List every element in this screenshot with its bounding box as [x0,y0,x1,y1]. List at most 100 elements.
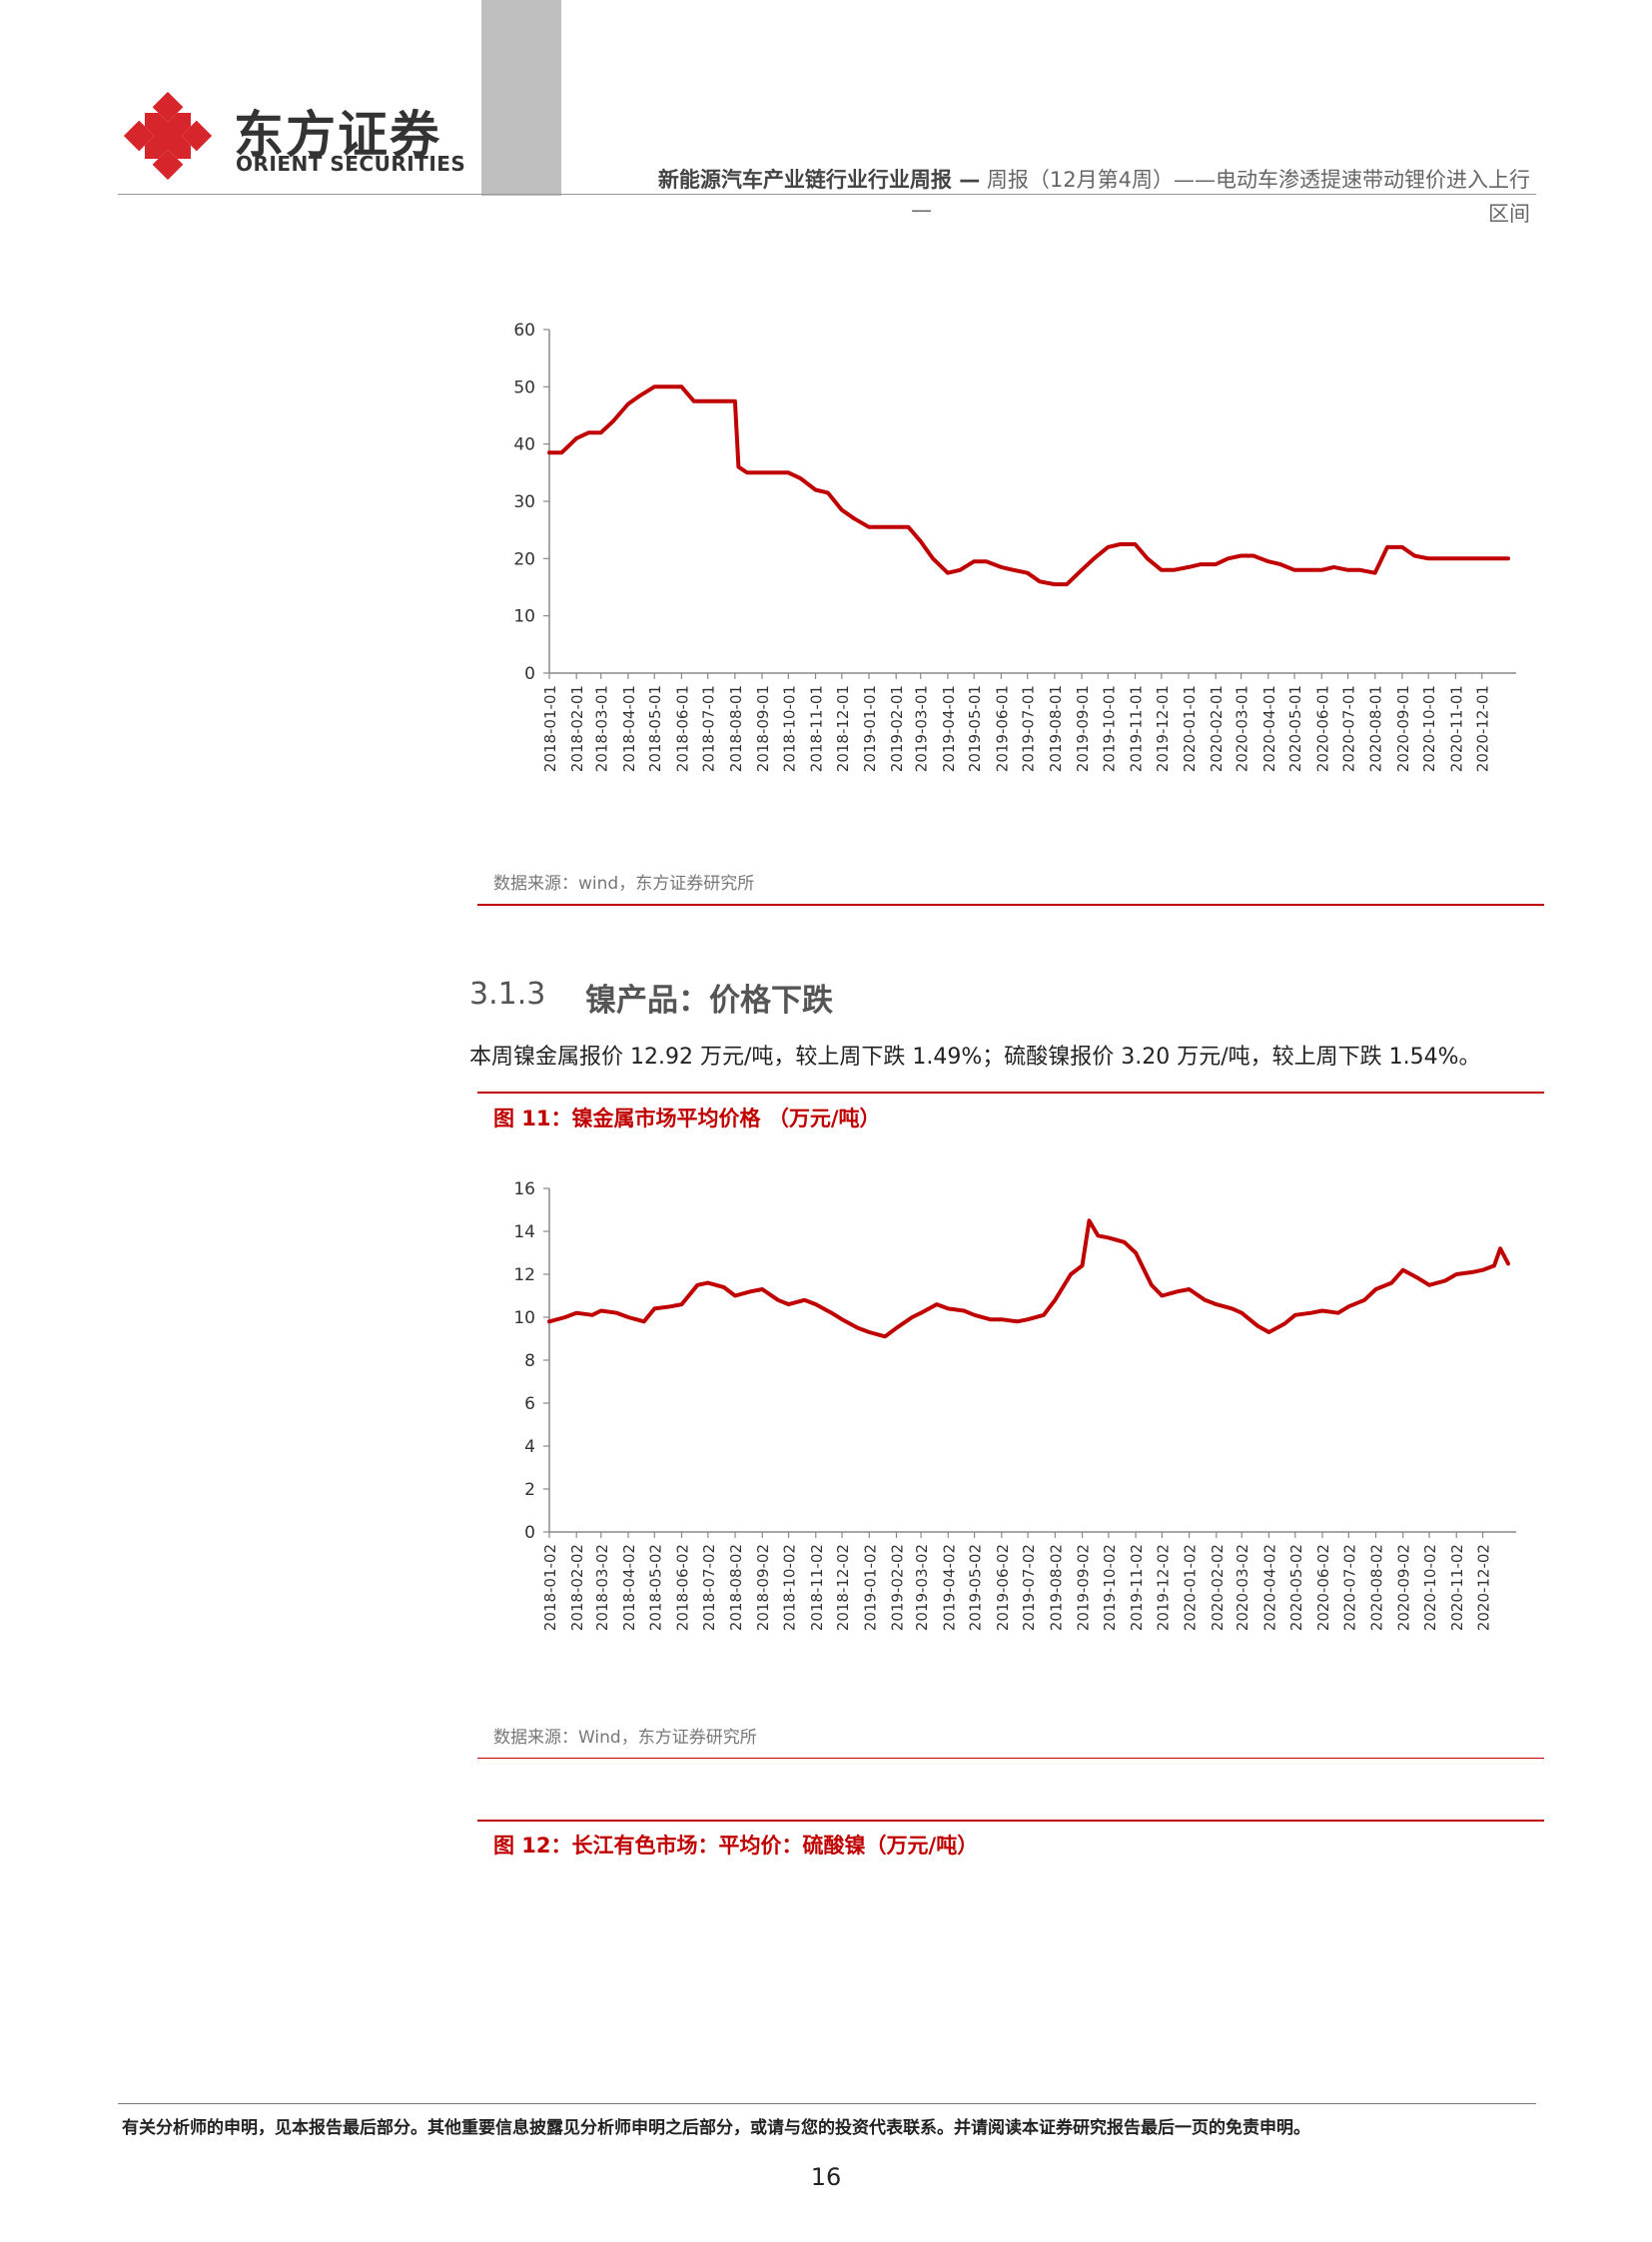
section-title: 镍产品：价格下跌 [585,983,833,1019]
section-number: 3.1.3 [469,977,546,1012]
x-tick-label: 2019-07-02 [1020,1544,1038,1631]
x-tick-label: 2020-12-01 [1474,685,1492,772]
x-tick-label: 2018-01-01 [541,685,559,772]
fig12-top-rule [477,1820,1544,1822]
x-tick-label: 2020-05-01 [1286,685,1304,772]
section-paragraph: 本周镍金属报价 12.92 万元/吨，较上周下跌 1.49%；硫酸镍报价 3.2… [469,1045,1481,1070]
x-tick-label: 2020-02-02 [1209,1544,1227,1631]
x-tick-label: 2019-11-02 [1128,1544,1146,1631]
x-tick-label: 2019-04-02 [940,1544,958,1631]
header-divider [118,194,1536,195]
x-tick-label: 2020-09-02 [1395,1544,1413,1631]
x-tick-label: 2020-03-02 [1234,1544,1251,1631]
x-tick-label: 2018-11-02 [808,1544,826,1631]
x-tick-label: 2018-08-01 [727,685,745,772]
x-tick-label: 2018-08-02 [727,1544,745,1631]
x-tick-label: 2018-03-01 [593,685,611,772]
fig12-title: 图 12：长江有色市场：平均价：硫酸镍（万元/吨） [493,1834,979,1858]
x-tick-label: 2019-01-01 [861,685,879,772]
x-tick-label: 2020-11-02 [1448,1544,1466,1631]
x-tick-label: 2018-05-01 [646,685,664,772]
x-tick-label: 2018-09-02 [754,1544,772,1631]
x-tick-label: 2020-03-01 [1234,685,1251,772]
x-tick-label: 2019-02-01 [888,685,906,772]
x-tick-label: 2018-02-01 [568,685,586,772]
x-tick-label: 2020-04-01 [1260,685,1278,772]
x-tick-label: 2019-12-02 [1154,1544,1172,1631]
orient-logo-icon [123,91,213,181]
fig11-source: 数据来源：Wind，东方证券研究所 [493,1728,757,1748]
fig10-source: 数据来源：wind，东方证券研究所 [493,874,755,894]
x-tick-label: 2019-09-02 [1075,1544,1093,1631]
x-tick-label: 2020-01-02 [1182,1544,1200,1631]
x-tick-label: 2020-08-01 [1367,685,1385,772]
y-tick-label: 8 [524,1351,535,1371]
x-tick-label: 2018-05-02 [646,1544,664,1631]
y-tick-label: 30 [513,492,535,512]
x-tick-label: 2019-06-02 [994,1544,1012,1631]
x-tick-label: 2018-06-01 [673,685,691,772]
x-tick-label: 2018-12-02 [834,1544,852,1631]
x-tick-label: 2019-03-02 [913,1544,931,1631]
x-tick-label: 2019-10-02 [1101,1544,1119,1631]
page-number: 16 [810,2163,842,2191]
nickel-price-chart: 0 2 4 6 8 10 12 14 16 2018-01-02 2018-02-02 2018-03… [513,1179,1516,1631]
x-tick-label: 2020-02-01 [1208,685,1226,772]
x-tick-label: 2019-10-01 [1100,685,1118,772]
x-tick-label: 2019-08-01 [1047,685,1065,772]
y-tick-label: 4 [524,1437,535,1457]
x-tick-label: 2020-06-01 [1313,685,1331,772]
report-header-title-rest: 周报（12月第4周）——电动车渗透提速带动锂价进入上行 [980,168,1530,192]
footer-disclaimer: 有关分析师的申明，见本报告最后部分。其他重要信息披露见分析师申明之后部分，或请与… [122,2118,1310,2138]
report-header-title: 新能源汽车产业链行业行业周报 — 周报（12月第4周）——电动车渗透提速带动锂价… [658,164,1530,194]
lithium-price-chart: 0 10 20 30 40 50 60 2018-01-01 2018-02-01 2018-03… [513,321,1516,772]
y-tick-label: 16 [513,1179,535,1199]
brand-name-en: ORIENT SECURITIES [236,152,466,176]
x-tick-label: 2020-10-01 [1420,685,1438,772]
report-header-title-bold: 新能源汽车产业链行业行业周报 — [657,168,981,192]
y-tick-label: 40 [513,435,535,455]
x-tick-label: 2018-07-02 [700,1544,718,1631]
x-tick-label: 2019-06-01 [993,685,1011,772]
x-tick-label: 2018-03-02 [593,1544,611,1631]
x-tick-label: 2018-10-01 [780,685,798,772]
x-tick-label: 2020-04-02 [1260,1544,1278,1631]
fig11-title: 图 11：镍金属市场平均价格 （万元/吨） [493,1107,881,1130]
x-tick-label: 2019-02-02 [888,1544,906,1631]
y-tick-label: 2 [524,1480,535,1500]
report-header-title-line2-left: — [911,198,932,222]
series-line [547,384,1510,587]
fig11-top-rule [477,1092,1544,1094]
x-tick-label: 2018-11-01 [808,685,826,772]
x-tick-label: 2018-04-02 [620,1544,638,1631]
x-tick-label: 2020-05-02 [1287,1544,1305,1631]
y-tick-label: 10 [513,1308,535,1328]
x-tick-label: 2020-08-02 [1367,1544,1385,1631]
x-tick-label: 2019-03-01 [913,685,931,772]
x-tick-label: 2019-05-01 [966,685,984,772]
y-tick-label: 10 [513,607,535,627]
x-tick-label: 2018-01-02 [541,1544,559,1631]
x-tick-label: 2020-01-01 [1181,685,1199,772]
x-tick-label: 2020-11-01 [1447,685,1465,772]
y-tick-label: 60 [513,321,535,341]
series-line [547,1218,1510,1339]
y-tick-label: 0 [524,664,535,684]
x-tick-label: 2019-07-01 [1020,685,1038,772]
x-tick-label: 2020-06-02 [1314,1544,1332,1631]
x-tick-label: 2019-11-01 [1128,685,1146,772]
brand-name-cn: 东方证券 [234,106,441,164]
x-tick-label: 2019-08-02 [1047,1544,1065,1631]
report-header-title-line2-right: 区间 [1488,202,1530,226]
x-tick-label: 2020-07-01 [1340,685,1358,772]
y-tick-label: 0 [524,1523,535,1543]
x-tick-label: 2019-01-02 [861,1544,879,1631]
header-gray-bar [481,0,561,196]
x-tick-label: 2018-07-01 [700,685,718,772]
y-tick-label: 20 [513,549,535,569]
x-tick-label: 2018-10-02 [781,1544,799,1631]
x-tick-label: 2019-05-02 [967,1544,985,1631]
y-tick-label: 14 [513,1222,535,1242]
x-tick-label: 2019-04-01 [940,685,958,772]
x-tick-label: 2019-12-01 [1154,685,1172,772]
